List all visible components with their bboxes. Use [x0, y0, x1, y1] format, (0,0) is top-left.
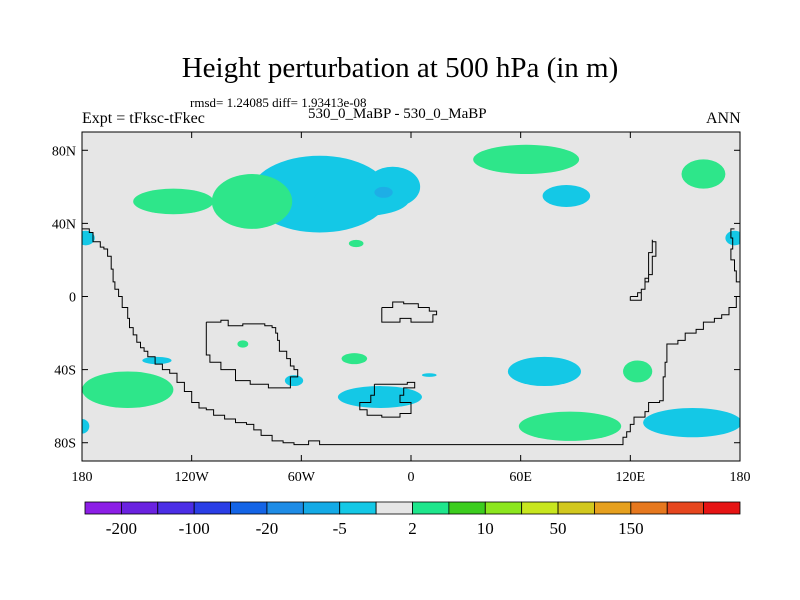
y-tick-label: 40S — [54, 364, 76, 379]
axis-ticks: 180 120W 60W 0 60E 120E 180 80N 40N 0 40S 80S — [52, 132, 751, 485]
x-tick-label: 60E — [509, 470, 532, 485]
contour-region-positive — [237, 340, 249, 348]
coastlines — [82, 228, 740, 446]
contour-region-negative — [421, 373, 437, 377]
contour-region-positive — [623, 360, 653, 383]
colorbar-swatch — [157, 501, 195, 515]
y-tick-label: 40N — [52, 217, 76, 232]
colorbar-label: -5 — [333, 519, 347, 538]
contour-region-negative — [337, 386, 422, 408]
coastline-segment — [359, 381, 416, 418]
colorbar-label: -100 — [179, 519, 210, 538]
colorbar-swatch — [302, 501, 341, 515]
contour-region-negative — [643, 407, 740, 438]
contour-region-positive — [341, 353, 368, 365]
colorbar-swatch — [266, 501, 304, 515]
colorbar-label: -200 — [106, 519, 137, 538]
colorbar-label: 10 — [477, 519, 494, 538]
colorbar-swatch — [703, 501, 741, 515]
experiment-label: Expt = tFksc-tFkec — [82, 110, 205, 127]
contour-region-positive — [133, 188, 214, 215]
season-label: ANN — [706, 110, 741, 127]
coastline-segment — [629, 239, 657, 301]
contour-region-positive — [82, 371, 174, 408]
colorbar-swatch — [412, 501, 450, 515]
x-tick-label: 60W — [288, 470, 316, 485]
contour-region-core — [374, 186, 393, 198]
colorbar-swatch — [84, 501, 122, 515]
contour-region-negative — [82, 230, 95, 246]
y-tick-label: 0 — [69, 291, 76, 306]
colorbar-swatch — [448, 501, 486, 515]
contour-region-positive — [348, 239, 364, 248]
chart-title: Height perturbation at 500 hPa (in m) — [181, 52, 619, 84]
contour-regions — [82, 144, 740, 441]
contour-region-negative — [284, 375, 304, 387]
colorbar-swatch — [630, 501, 668, 515]
colorbar: -200 -100 -20 -5 2 10 50 150 — [84, 501, 741, 538]
y-tick-label: 80S — [54, 437, 76, 452]
colorbar-label: -20 — [256, 519, 279, 538]
coastline-segment — [730, 228, 740, 290]
case-label: 530_0_MaBP - 530_0_MaBP — [308, 106, 487, 122]
x-tick-label: 180 — [72, 470, 93, 485]
colorbar-swatch — [521, 501, 559, 515]
colorbar-swatch — [594, 501, 632, 515]
contour-region-positive — [518, 411, 622, 441]
contour-region-positive — [473, 144, 580, 175]
colorbar-label: 50 — [550, 519, 567, 538]
colorbar-swatch — [484, 501, 523, 515]
coastline-segment — [381, 301, 438, 323]
contour-region-negative — [82, 418, 90, 434]
contour-region-positive — [681, 159, 726, 189]
contour-region-positive — [211, 174, 293, 229]
contour-region-negative — [314, 183, 410, 217]
x-tick-label: 180 — [730, 470, 751, 485]
x-tick-label: 0 — [408, 470, 415, 485]
colorbar-label: 2 — [408, 519, 417, 538]
colorbar-swatch — [375, 501, 413, 515]
contour-region-negative — [542, 185, 591, 207]
colorbar-swatch — [230, 501, 268, 515]
coastline-segment — [82, 228, 740, 446]
contour-region-negative — [142, 356, 172, 365]
colorbar-swatch — [120, 501, 159, 515]
x-tick-label: 120W — [175, 470, 210, 485]
colorbar-swatch — [193, 501, 231, 515]
colorbar-swatch — [339, 501, 377, 515]
contour-region-negative — [725, 230, 740, 246]
y-tick-label: 80N — [52, 144, 76, 159]
contour-region-negative — [507, 356, 581, 387]
colorbar-label: 150 — [618, 519, 644, 538]
coastline-segment — [205, 319, 299, 389]
x-tick-label: 120E — [616, 470, 646, 485]
colorbar-swatch — [557, 501, 595, 515]
stats-subtitle: rmsd= 1.24085 diff= 1.93413e-08 — [190, 95, 367, 110]
colorbar-swatch — [666, 501, 705, 515]
